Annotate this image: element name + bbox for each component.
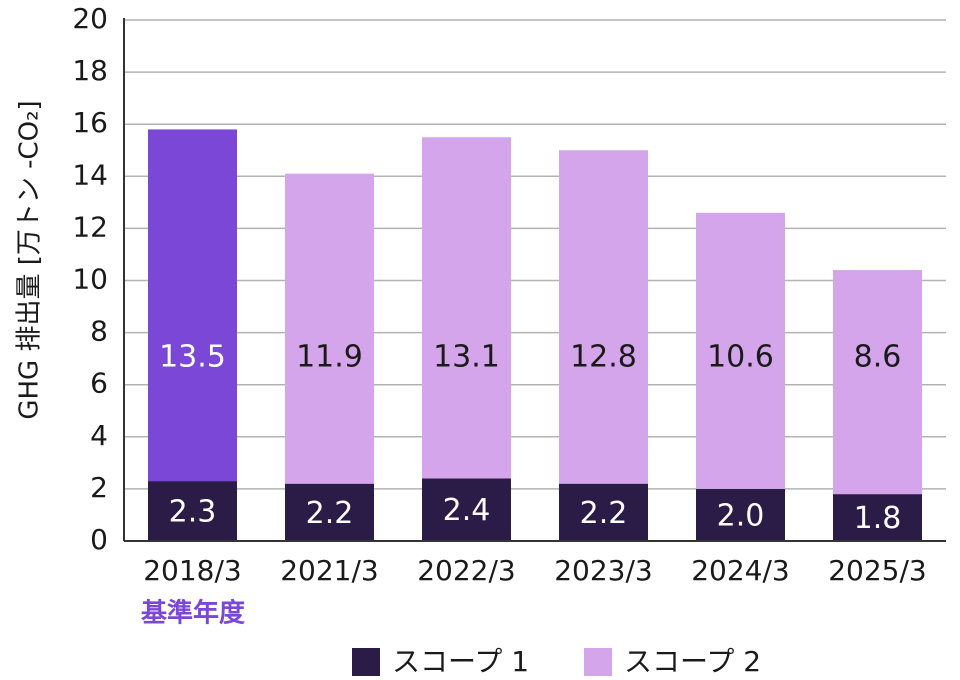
y-tick-label: 4: [90, 419, 108, 452]
bar-scope2: [422, 137, 511, 479]
y-tick-labels: 0 2 4 6 8 10 12 14 16 18 20: [72, 2, 108, 556]
gridlines: [124, 19, 946, 490]
y-tick-label: 14: [72, 158, 108, 191]
data-labels: 2.3 13.5 2.2 11.9 2.4 13.1 2.2 12.8 2.0 10.6 1.8 8.…: [159, 340, 901, 537]
data-label-scope1: 2.0: [717, 498, 765, 533]
data-label-scope2: 13.1: [433, 340, 500, 375]
y-tick-label: 18: [72, 54, 108, 87]
bar-scope2: [559, 150, 648, 484]
x-tick-label: 2018/3: [143, 554, 242, 587]
y-tick-label: 16: [72, 106, 108, 139]
legend-swatch-scope2: [584, 648, 612, 676]
axes: [123, 18, 946, 542]
y-tick-label: 12: [72, 210, 108, 243]
legend-swatch-scope1: [352, 648, 380, 676]
baseline-year-annotation: 基準年度: [141, 598, 245, 629]
x-tick-label: 2024/3: [691, 554, 790, 587]
data-label-scope2: 12.8: [570, 340, 637, 375]
y-tick-label: 8: [90, 315, 108, 348]
bar-scope2: [696, 212, 785, 489]
bar-scope2: [148, 129, 237, 482]
bar-scope2: [285, 173, 374, 484]
x-tick-label: 2022/3: [417, 554, 516, 587]
bar-scope2: [833, 270, 922, 495]
bar-scope1: [833, 494, 922, 541]
data-label-scope2: 8.6: [854, 340, 902, 375]
data-label-scope2: 10.6: [707, 340, 774, 375]
bars: [148, 129, 922, 541]
data-label-scope1: 2.2: [580, 496, 628, 531]
x-tick-labels: 2018/3 2021/3 2022/3 2023/3 2024/3 2025/3: [143, 554, 927, 587]
y-tick-label: 2: [90, 471, 108, 504]
data-label-scope1: 1.8: [854, 501, 902, 536]
data-label-scope1: 2.2: [306, 496, 354, 531]
y-tick-label: 6: [90, 367, 108, 400]
data-label-scope2: 13.5: [159, 340, 226, 375]
legend-label-scope2: スコープ 2: [624, 645, 761, 678]
bar-scope1: [559, 483, 648, 541]
legend-label-scope1: スコープ 1: [392, 645, 529, 678]
bar-scope1: [696, 488, 785, 541]
data-label-scope2: 11.9: [296, 340, 363, 375]
bar-scope1: [285, 483, 374, 541]
y-axis-label: GHG 排出量 [万トン -CO₂]: [15, 100, 45, 419]
y-tick-label: 0: [90, 523, 108, 556]
data-label-scope1: 2.3: [169, 495, 217, 530]
y-tick-label: 20: [72, 2, 108, 35]
x-tick-label: 2023/3: [554, 554, 653, 587]
legend: スコープ 1 スコープ 2: [352, 645, 761, 678]
bar-scope1: [422, 478, 511, 541]
data-label-scope1: 2.4: [443, 493, 491, 528]
x-tick-label: 2025/3: [828, 554, 927, 587]
bar-scope1: [148, 481, 237, 541]
x-tick-label: 2021/3: [280, 554, 379, 587]
y-tick-label: 10: [72, 263, 108, 296]
